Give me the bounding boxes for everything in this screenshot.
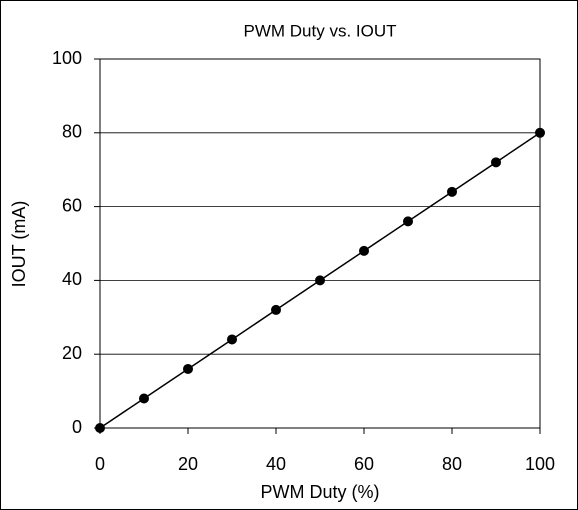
y-tick-label: 100 [52,48,82,68]
data-point [183,363,193,374]
x-tick-label: 0 [95,454,105,474]
data-point [271,304,281,315]
y-tick-label: 60 [62,195,82,215]
x-tick-label: 80 [442,454,462,474]
x-tick-label: 40 [266,454,286,474]
x-axis-label: PWM Duty (%) [261,482,380,502]
data-point [139,393,149,404]
y-axis-label: IOUT (mA) [9,201,29,288]
data-point [227,334,237,345]
x-tick-label: 20 [178,454,198,474]
data-point [315,275,325,286]
data-point [403,216,413,227]
y-tick-label: 0 [72,417,82,437]
data-point [491,157,501,168]
y-tick-label: 80 [62,122,82,142]
data-point [535,127,545,138]
x-tick-label: 100 [525,454,555,474]
data-point [95,423,105,433]
data-point [447,186,457,197]
y-tick-label: 40 [62,269,82,289]
data-point [359,245,369,256]
x-tick-label: 60 [354,454,374,474]
chart-title: PWM Duty vs. IOUT [244,21,397,40]
y-tick-label: 20 [62,343,82,363]
